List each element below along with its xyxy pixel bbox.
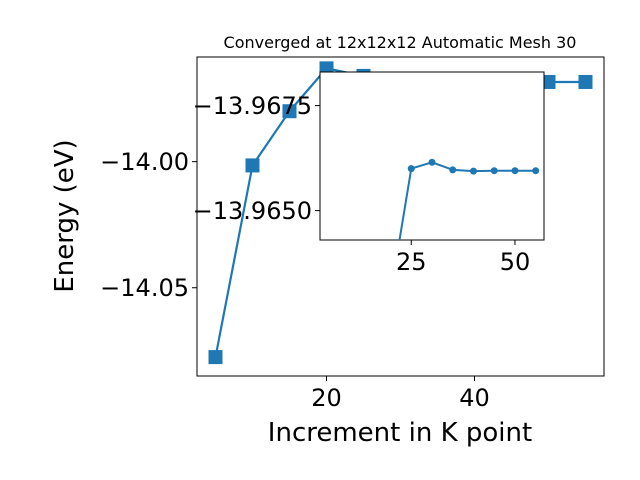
inset-data-point	[449, 166, 457, 174]
inset-y-tick-label: −13.9675	[193, 92, 312, 120]
main-data-point	[245, 158, 260, 173]
main-data-point	[578, 74, 593, 89]
main-y-tick-label: −14.05	[100, 274, 189, 302]
chart-title: Converged at 12x12x12 Automatic Mesh 30	[224, 33, 577, 52]
x-axis-label: Increment in K point	[268, 418, 532, 448]
inset-x-tick-label: 50	[500, 248, 531, 276]
inset-data-point	[469, 167, 477, 175]
main-data-point	[541, 74, 556, 89]
main-data-point	[282, 104, 297, 119]
main-x-ticks: 20 40	[311, 376, 490, 412]
main-data-point	[208, 350, 223, 365]
main-x-tick-label: 20	[311, 384, 342, 412]
main-x-tick-label: 40	[459, 384, 490, 412]
inset-data-point	[532, 167, 540, 175]
inset-y-ticks: −13.9675 −13.9650	[193, 92, 320, 225]
inset-series	[398, 158, 540, 240]
inset-data-point	[511, 167, 519, 175]
inset-data-point	[428, 158, 436, 166]
main-y-ticks: −14.05 −14.00	[100, 148, 197, 302]
inset-data-point	[490, 167, 498, 175]
inset-plot-frame	[319, 71, 545, 241]
inset-x-ticks: 25 50	[396, 240, 530, 276]
inset-y-tick-label: −13.9650	[193, 197, 312, 225]
inset-data-point	[407, 165, 415, 173]
y-axis-label: Energy (eV)	[50, 139, 80, 292]
inset-plot: 25 50 −13.9675 −13.9650	[193, 71, 545, 276]
main-y-tick-label: −14.00	[100, 148, 189, 176]
inset-x-tick-label: 25	[396, 248, 427, 276]
